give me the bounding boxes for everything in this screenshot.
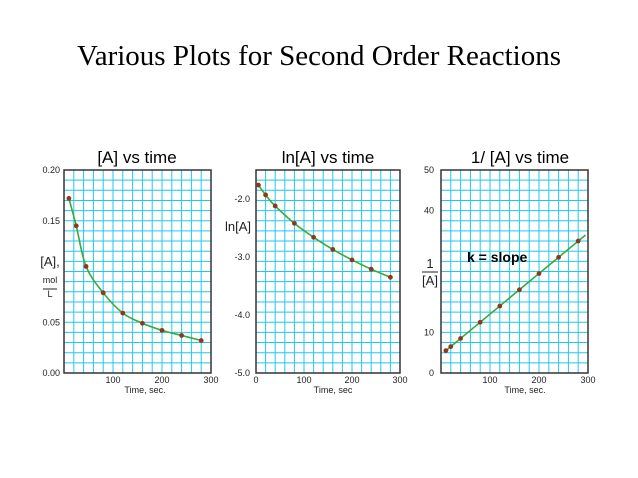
annotation-text: k = slope: [467, 249, 528, 265]
data-point: [272, 203, 278, 209]
data-point: [198, 338, 204, 343]
data-point: [349, 257, 355, 263]
y-tick-label: 0.20: [42, 165, 60, 175]
y-axis-label: ln[A]: [225, 219, 251, 234]
y-tick-label: 0.15: [42, 216, 60, 226]
data-point: [73, 223, 79, 229]
y-tick-label: 40: [424, 206, 434, 216]
slide-title: Various Plots for Second Order Reactions: [76, 40, 562, 72]
chart-2: ln[A] vs time 0 100 200 300 Time, sec -2.0 -3.0…: [225, 148, 408, 395]
x-tick-label: 200: [344, 375, 359, 385]
chart-3: 1/ [A] vs time 100 200 300 Time, sec. 0 10 40 50…: [422, 148, 596, 395]
data-point: [556, 254, 561, 260]
plot-frame: [255, 169, 401, 374]
chart-title: ln[A] vs time: [282, 148, 375, 167]
x-tick-label: 200: [531, 375, 546, 385]
data-point: [263, 192, 268, 198]
y-tick-label: -5.0: [234, 368, 250, 378]
data-point: [100, 290, 106, 296]
data-point: [575, 238, 581, 244]
y-tick-label: -3.0: [234, 252, 250, 262]
y-tick-label: 10: [424, 327, 434, 337]
x-axis-label: Time, sec: [314, 385, 353, 395]
data-point: [179, 333, 185, 338]
data-point: [311, 234, 316, 240]
y-tick-label: -4.0: [234, 310, 250, 320]
data-point: [256, 182, 261, 188]
data-point: [458, 336, 463, 341]
y-tick-label: 0: [429, 368, 434, 378]
y-axis-label: [A]: [422, 273, 438, 288]
x-axis-label: Time, sec.: [504, 385, 545, 395]
data-point: [477, 319, 483, 325]
data-point: [292, 220, 297, 226]
y-tick-label: 0.00: [42, 368, 60, 378]
data-point: [388, 274, 393, 280]
data-point: [443, 348, 449, 354]
data-point: [83, 264, 89, 269]
chart-title: [A] vs time: [97, 148, 176, 167]
x-tick-label: 300: [392, 375, 407, 385]
plot-frame: [63, 169, 212, 374]
data-point: [66, 196, 72, 201]
x-axis-label: Time, sec.: [124, 385, 165, 395]
y-axis-label: 1: [426, 256, 433, 271]
y-tick-label: -2.0: [234, 194, 250, 204]
x-tick-label: 0: [253, 375, 258, 385]
series-line: [445, 234, 587, 352]
chart-1: [A] vs time 100 200 300 Time, sec. 0.00 0.05 0.…: [40, 148, 218, 395]
y-tick-label: 0.05: [42, 317, 60, 327]
y-tick-label: 50: [424, 165, 434, 175]
x-tick-label: 300: [203, 375, 218, 385]
x-tick-label: 100: [296, 375, 311, 385]
data-point: [330, 247, 336, 252]
data-point: [517, 287, 522, 293]
x-tick-label: 100: [482, 375, 497, 385]
data-point: [120, 310, 126, 316]
data-point: [368, 266, 374, 272]
data-point: [536, 271, 542, 276]
plot-frame: [440, 169, 589, 374]
y-axis-label: mol: [43, 275, 58, 285]
data-point: [159, 327, 165, 333]
x-tick-label: 200: [154, 375, 169, 385]
data-point: [448, 344, 454, 350]
y-axis-label: L: [47, 289, 52, 299]
x-tick-label: 300: [580, 375, 595, 385]
chart-title: 1/ [A] vs time: [471, 148, 569, 167]
data-point: [140, 320, 145, 326]
x-tick-label: 100: [105, 375, 120, 385]
data-point: [497, 303, 503, 309]
y-axis-label: [A],: [40, 254, 60, 269]
